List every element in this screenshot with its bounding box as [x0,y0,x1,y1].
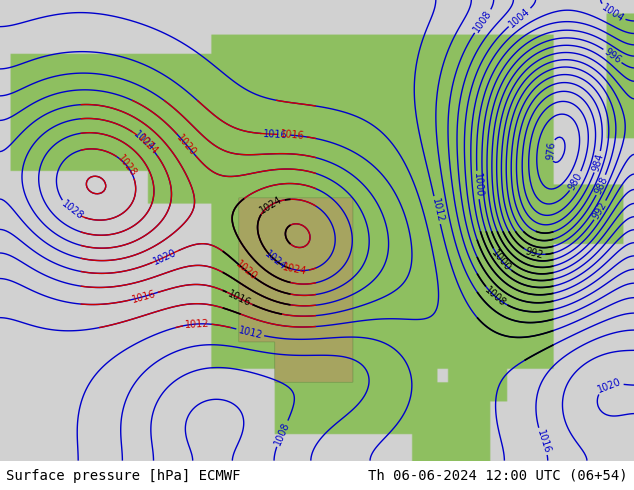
Text: 992: 992 [524,246,545,260]
Text: 1020: 1020 [233,259,259,282]
Text: Th 06-06-2024 12:00 UTC (06+54): Th 06-06-2024 12:00 UTC (06+54) [368,468,628,483]
Text: 1012: 1012 [237,325,263,340]
Text: 1024: 1024 [281,262,307,277]
Text: 992: 992 [591,200,609,221]
Text: 996: 996 [602,47,623,65]
Text: 1016: 1016 [263,129,288,140]
Text: 1000: 1000 [489,247,513,273]
Text: 1012: 1012 [429,197,444,223]
Text: 988: 988 [593,174,609,196]
Text: Surface pressure [hPa] ECMWF: Surface pressure [hPa] ECMWF [6,468,241,483]
Text: 1024: 1024 [131,129,157,153]
Text: 1028: 1028 [60,199,85,222]
Text: 1020: 1020 [152,247,179,267]
Text: 1024: 1024 [136,132,160,157]
Text: 1016: 1016 [226,289,253,308]
Text: 984: 984 [590,152,605,172]
Text: 1024: 1024 [262,248,288,272]
Text: 1004: 1004 [600,2,626,24]
Text: 1004: 1004 [507,6,532,29]
Text: 1000: 1000 [472,172,484,197]
Text: 1016: 1016 [131,288,157,304]
Text: 1008: 1008 [472,8,494,34]
Text: 1008: 1008 [273,420,292,447]
Text: 1024: 1024 [258,194,285,216]
Text: 1008: 1008 [483,285,508,309]
Text: 1016: 1016 [280,129,305,141]
Text: 980: 980 [567,171,585,192]
Text: 1016: 1016 [534,428,552,455]
Text: 1020: 1020 [175,132,198,158]
Text: 1012: 1012 [184,318,210,330]
Text: 1020: 1020 [596,376,623,394]
Text: 976: 976 [545,141,557,160]
Text: 1028: 1028 [115,153,139,179]
